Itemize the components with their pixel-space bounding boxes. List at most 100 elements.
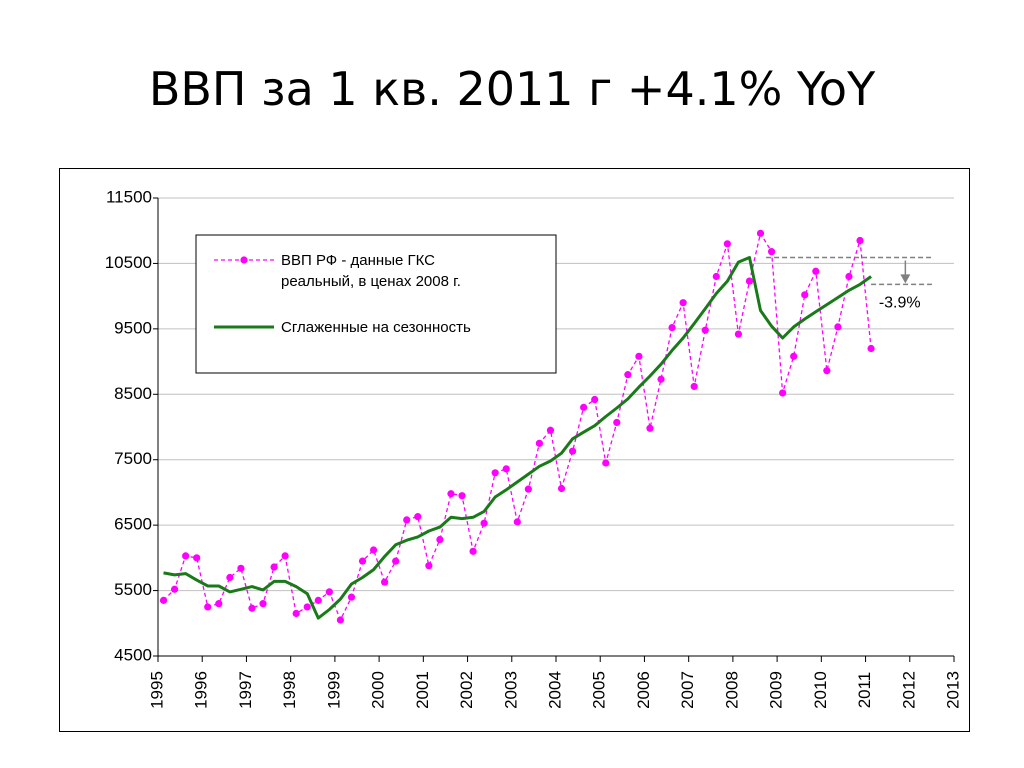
raw-gdp-point [447, 490, 455, 498]
x-tick-label: 1999 [324, 671, 343, 709]
legend-raw-label: ВВП РФ - данные ГКС реальный, в ценах 200… [281, 252, 461, 290]
raw-gdp-point [624, 371, 632, 379]
x-tick-label: 1996 [192, 671, 211, 709]
legend-raw-swatch-marker [240, 256, 248, 264]
axis-layer: 4500 5500 6500 7500 8500 9500 10500 11500 1995 19… [105, 187, 963, 708]
raw-gdp-point [767, 248, 776, 256]
x-tick-label: 1997 [236, 671, 255, 709]
x-tick-label: 2002 [457, 671, 476, 709]
raw-gdp-point [546, 426, 555, 434]
annotation-arrow-head [900, 274, 911, 284]
raw-gdp-point [292, 609, 300, 618]
x-tick-label: 2005 [590, 671, 609, 709]
raw-gdp-point [226, 573, 234, 582]
raw-gdp-point [756, 229, 765, 237]
x-tick-label: 2004 [545, 671, 564, 709]
smoothed-gdp-line [163, 256, 872, 620]
raw-gdp-point [414, 513, 422, 521]
raw-gdp-point [845, 272, 853, 281]
x-tick-label: 1998 [280, 671, 299, 709]
raw-gdp-point [734, 330, 743, 338]
raw-gdp-point [679, 299, 687, 307]
legend-smoothed-label: Сглаженные на сезонность [281, 319, 471, 336]
raw-gdp-point [458, 492, 466, 500]
raw-gdp-point [436, 535, 444, 544]
x-tick-label: 2001 [413, 671, 432, 709]
raw-gdp-point [790, 352, 798, 360]
series-layer [159, 229, 875, 624]
raw-gdp-point [270, 563, 278, 571]
raw-gdp-point [591, 395, 599, 404]
raw-gdp-point [568, 447, 577, 455]
x-tick-label: 2011 [855, 672, 874, 709]
annotation-layer: -3.9% [766, 256, 932, 311]
raw-gdp-point [580, 403, 588, 411]
raw-gdp-point [403, 516, 411, 524]
raw-gdp-point [745, 277, 754, 285]
raw-gdp-point [513, 518, 521, 526]
raw-gdp-point [159, 596, 168, 604]
x-tick-label: 2008 [722, 671, 741, 709]
raw-gdp-point [690, 382, 698, 391]
raw-gdp-point [701, 326, 709, 334]
raw-gdp-point [723, 240, 731, 248]
chart-svg: 4500 5500 6500 7500 8500 9500 10500 11500 1995 19… [105, 187, 963, 708]
x-tick-label: 2012 [899, 671, 918, 709]
raw-gdp-point [613, 418, 621, 427]
x-tick-label: 2013 [943, 671, 962, 709]
y-tick-label: 8500 [114, 384, 152, 403]
y-tick-label: 11500 [106, 187, 152, 206]
x-tick-label: 2007 [678, 671, 697, 709]
y-tick-label: 5500 [114, 580, 152, 599]
y-tick-label: 9500 [114, 318, 152, 337]
raw-gdp-point [314, 596, 322, 604]
x-tick-label: 2000 [369, 671, 388, 709]
raw-gdp-point [325, 588, 333, 596]
raw-gdp-point [712, 272, 720, 281]
raw-gdp-point [602, 459, 610, 467]
raw-gdp-point [358, 557, 367, 565]
raw-gdp-point [668, 323, 676, 332]
y-tick-label: 10500 [105, 253, 152, 272]
raw-gdp-point [657, 375, 665, 383]
raw-gdp-point [535, 439, 544, 447]
raw-gdp-point [182, 552, 190, 560]
raw-gdp-point [856, 236, 864, 245]
annotation-label: -3.9% [879, 294, 921, 311]
raw-gdp-point [248, 604, 256, 612]
raw-gdp-point [867, 344, 875, 353]
raw-gdp-point [281, 552, 289, 560]
page-title: ВВП за 1 кв. 2011 г +4.1% YoY [148, 62, 876, 116]
raw-gdp-point [303, 603, 311, 611]
raw-gdp-point [524, 485, 532, 493]
x-tick-label: 2003 [501, 671, 520, 709]
x-tick-label: 2006 [634, 671, 653, 709]
raw-gdp-point [557, 484, 566, 493]
y-tick-label: 7500 [114, 449, 152, 468]
raw-gdp-point [204, 603, 212, 611]
raw-gdp-point [812, 267, 820, 275]
raw-gdp-point [336, 616, 345, 624]
raw-gdp-point [801, 291, 809, 299]
chart-frame: 4500 5500 6500 7500 8500 9500 10500 11500 1995 19… [59, 168, 970, 732]
raw-gdp-point [381, 578, 389, 586]
legend: ВВП РФ - данные ГКС реальный, в ценах 200… [195, 234, 557, 374]
raw-gdp-point [259, 600, 267, 608]
raw-gdp-point [480, 519, 488, 527]
raw-gdp-point [237, 564, 245, 572]
raw-gdp-point [502, 465, 510, 473]
raw-gdp-point [491, 469, 499, 477]
raw-gdp-point [779, 389, 787, 397]
raw-gdp-point [193, 554, 201, 562]
raw-gdp-point [392, 557, 400, 565]
x-tick-label: 1995 [147, 671, 166, 709]
raw-gdp-point [425, 562, 433, 570]
raw-gdp-point [834, 323, 842, 331]
raw-gdp-point [823, 367, 831, 375]
raw-gdp-point [369, 546, 378, 554]
legend-box [195, 234, 557, 374]
raw-gdp-point [469, 547, 477, 555]
y-tick-label: 4500 [114, 645, 152, 664]
raw-gdp-point [215, 600, 223, 608]
raw-gdp-point [635, 352, 643, 360]
